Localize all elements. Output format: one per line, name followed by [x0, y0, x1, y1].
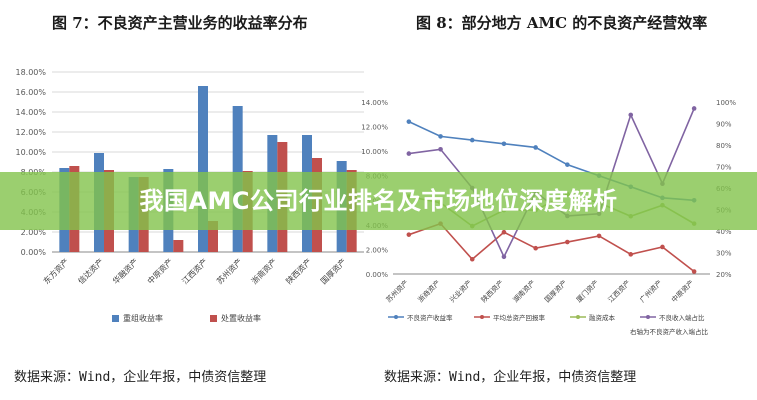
data-point — [691, 269, 697, 274]
x-tick-label: 浙商资产 — [416, 278, 442, 304]
banner-title: 我国AMC公司行业排名及市场地位深度解析 — [139, 187, 618, 215]
data-point — [533, 245, 538, 251]
data-point — [533, 145, 538, 150]
x-tick-label: 陕西资产 — [479, 278, 505, 304]
x-tick-label: 中原资产 — [145, 256, 175, 286]
y-left-tick-label: 12.00% — [361, 124, 388, 132]
data-point — [565, 239, 570, 245]
x-tick-label: 苏州资产 — [214, 256, 244, 286]
bar — [208, 221, 218, 252]
y-tick-label: 2.00% — [21, 228, 47, 237]
right-axis-note: 右轴为不良资产收入端占比 — [630, 327, 709, 336]
data-point — [406, 151, 412, 156]
data-point — [406, 232, 412, 237]
x-tick-label: 兴业资产 — [448, 278, 474, 304]
series-line — [408, 222, 695, 273]
y-left-tick-label: 10.00% — [361, 148, 388, 156]
y-tick-label: 18.00% — [15, 68, 46, 77]
data-point — [628, 112, 634, 118]
x-tick-label: 信达资产 — [76, 256, 106, 286]
y-tick-label: 16.00% — [15, 88, 46, 97]
y-right-tick-label: 80% — [716, 142, 732, 150]
data-point — [628, 252, 634, 257]
x-tick-label: 湖南资产 — [511, 278, 537, 304]
x-tick-label: 江西资产 — [180, 256, 210, 286]
data-point — [596, 233, 602, 239]
source-note-right: 数据来源：Wind，企业年报，中债资信整理 — [384, 370, 637, 385]
y-right-tick-label: 100% — [716, 99, 736, 107]
legend-marker — [394, 315, 398, 319]
x-tick-label: 国厚资产 — [318, 256, 348, 286]
y-left-tick-label: 2.00% — [366, 246, 389, 254]
data-point — [660, 244, 665, 250]
legend-label: 重组收益率 — [123, 313, 163, 323]
legend-label: 不良资产收益率 — [407, 313, 453, 322]
x-tick-label: 东方资产 — [41, 256, 71, 286]
data-point — [438, 134, 443, 139]
legend-label: 处置收益率 — [221, 313, 261, 323]
data-point — [406, 119, 412, 124]
legend-swatch — [112, 315, 119, 322]
source-note-left: 数据来源：Wind，企业年报，中债资信整理 — [14, 370, 267, 385]
x-tick-label: 苏州资产 — [384, 278, 410, 304]
data-point — [501, 229, 507, 235]
x-tick-label: 陕西资产 — [284, 256, 314, 286]
data-point — [469, 256, 475, 262]
y-right-tick-label: 40% — [716, 228, 732, 236]
x-tick-label: 中原资产 — [669, 278, 695, 304]
bar — [198, 86, 208, 252]
x-tick-label: 华融资产 — [110, 256, 140, 286]
y-left-tick-label: 14.00% — [361, 99, 388, 107]
legend-label: 融资成本 — [589, 313, 616, 322]
figure-7-title: 图 7：不良资产主营业务的收益率分布 — [52, 14, 308, 32]
y-tick-label: 0.00% — [21, 248, 47, 257]
x-tick-label: 江西资产 — [606, 278, 632, 304]
bar — [173, 240, 184, 252]
y-right-tick-label: 90% — [716, 121, 732, 129]
data-point — [501, 141, 507, 147]
data-point — [438, 147, 443, 152]
legend-swatch — [210, 315, 217, 322]
y-left-tick-label: 0.00% — [366, 271, 389, 279]
y-tick-label: 12.00% — [15, 128, 46, 137]
data-point — [691, 106, 697, 111]
data-point — [469, 137, 475, 143]
data-point — [565, 162, 570, 167]
x-tick-label: 厦门资产 — [574, 278, 600, 304]
x-tick-label: 国厚资产 — [543, 278, 569, 304]
overlay-banner — [0, 172, 757, 230]
x-tick-label: 广州资产 — [638, 278, 664, 304]
data-point — [501, 254, 507, 260]
legend-label: 平均总资产回报率 — [493, 313, 546, 322]
legend-marker — [646, 315, 650, 319]
x-tick-label: 浙商资产 — [249, 256, 279, 286]
figure-8-title: 图 8：部分地方 AMC 的不良资产经营效率 — [416, 14, 708, 32]
y-right-tick-label: 30% — [716, 250, 732, 258]
legend-marker — [576, 315, 580, 319]
legend-marker — [480, 315, 484, 319]
y-right-tick-label: 20% — [716, 271, 732, 279]
y-tick-label: 14.00% — [15, 108, 46, 117]
y-tick-label: 10.00% — [15, 148, 46, 157]
y-right-tick-label: 70% — [716, 164, 732, 172]
legend-label: 不良收入端占比 — [659, 313, 705, 322]
